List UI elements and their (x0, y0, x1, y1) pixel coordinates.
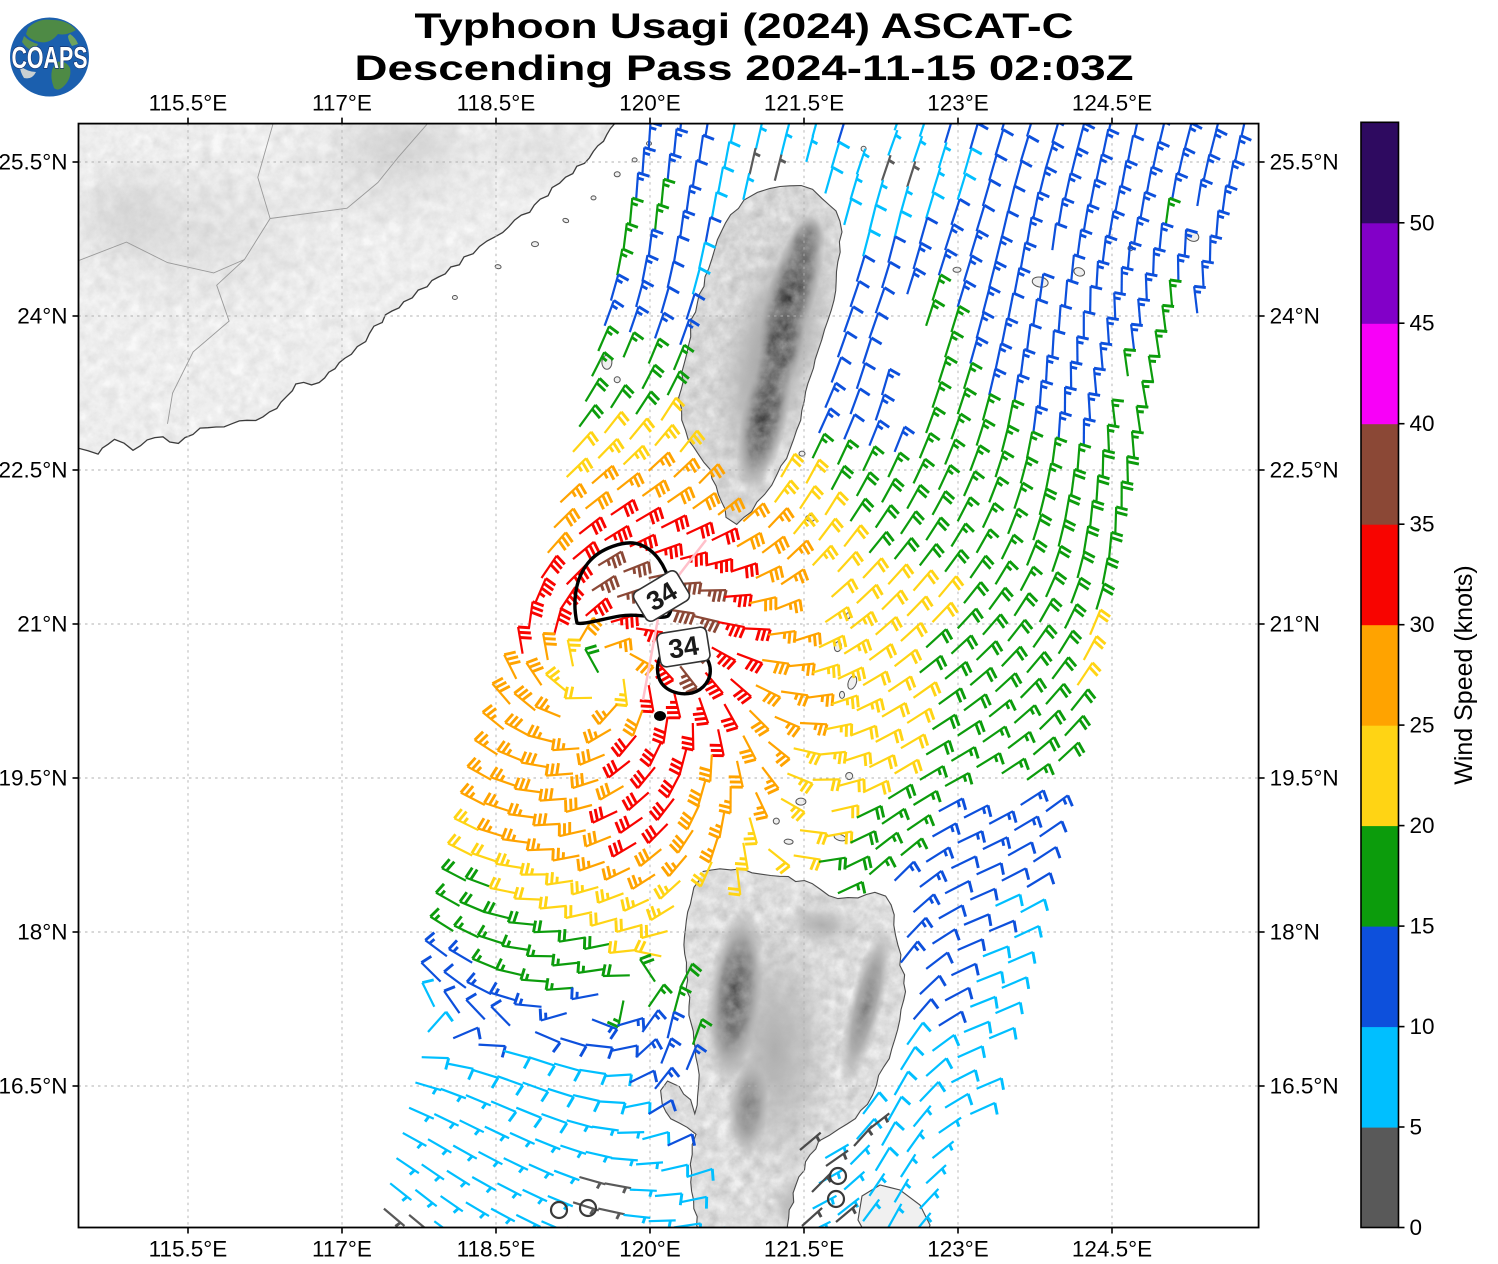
svg-text:34: 34 (666, 630, 700, 664)
svg-text:22.5°N: 22.5°N (1270, 458, 1339, 483)
svg-text:123°E: 123°E (927, 91, 989, 116)
svg-text:16.5°N: 16.5°N (0, 1074, 68, 1099)
svg-text:124.5°E: 124.5°E (1072, 91, 1152, 116)
svg-text:50: 50 (1410, 210, 1435, 235)
svg-text:20: 20 (1410, 813, 1435, 838)
svg-text:120°E: 120°E (619, 1237, 681, 1262)
svg-text:Descending Pass 2024-11-15 02:: Descending Pass 2024-11-15 02:03Z (355, 48, 1134, 88)
svg-text:19.5°N: 19.5°N (0, 766, 68, 791)
svg-text:21°N: 21°N (17, 612, 67, 637)
svg-text:0: 0 (1410, 1215, 1423, 1240)
svg-text:124.5°E: 124.5°E (1072, 1237, 1152, 1262)
svg-text:25.5°N: 25.5°N (0, 150, 68, 175)
svg-text:120°E: 120°E (619, 91, 681, 116)
svg-text:19.5°N: 19.5°N (1270, 766, 1339, 791)
svg-text:24°N: 24°N (1270, 304, 1320, 329)
svg-text:45: 45 (1410, 311, 1435, 336)
svg-text:25: 25 (1410, 713, 1435, 738)
svg-text:Wind Speed (knots): Wind Speed (knots) (1450, 565, 1478, 785)
svg-text:123°E: 123°E (927, 1237, 989, 1262)
svg-text:18°N: 18°N (17, 920, 67, 945)
svg-text:118.5°E: 118.5°E (457, 1237, 536, 1262)
svg-text:5: 5 (1410, 1115, 1423, 1140)
svg-text:22.5°N: 22.5°N (0, 458, 68, 483)
svg-text:25.5°N: 25.5°N (1270, 150, 1339, 175)
svg-text:115.5°E: 115.5°E (149, 91, 228, 116)
svg-text:Typhoon Usagi (2024) ASCAT-C: Typhoon Usagi (2024) ASCAT-C (415, 6, 1074, 46)
svg-text:30: 30 (1410, 612, 1435, 637)
svg-text:24°N: 24°N (17, 304, 67, 329)
svg-text:117°E: 117°E (312, 1237, 372, 1262)
svg-text:118.5°E: 118.5°E (457, 91, 536, 116)
svg-text:18°N: 18°N (1270, 920, 1320, 945)
svg-text:15: 15 (1410, 914, 1435, 939)
svg-text:115.5°E: 115.5°E (149, 1237, 228, 1262)
svg-text:10: 10 (1410, 1014, 1435, 1039)
svg-text:121.5°E: 121.5°E (764, 91, 844, 116)
svg-text:35: 35 (1410, 512, 1435, 537)
svg-text:21°N: 21°N (1270, 612, 1320, 637)
svg-text:40: 40 (1410, 411, 1435, 436)
svg-text:121.5°E: 121.5°E (764, 1237, 844, 1262)
svg-text:16.5°N: 16.5°N (1270, 1074, 1339, 1099)
svg-text:COAPS: COAPS (12, 40, 88, 75)
svg-text:117°E: 117°E (312, 91, 372, 116)
